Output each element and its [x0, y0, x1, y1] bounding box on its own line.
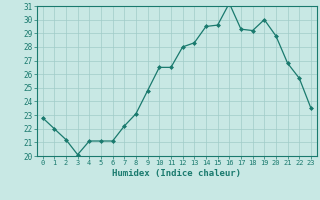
- X-axis label: Humidex (Indice chaleur): Humidex (Indice chaleur): [112, 169, 241, 178]
